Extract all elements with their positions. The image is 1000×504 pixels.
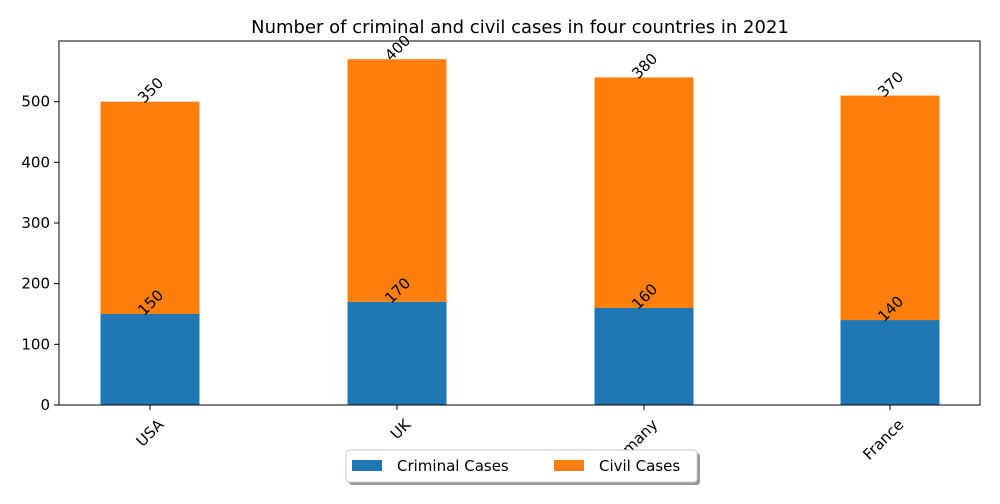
bar-civil-usa: [100, 101, 200, 315]
y-tick-label-0: 0: [40, 396, 50, 414]
plot-frame: [58, 40, 981, 406]
y-tick-label-500: 500: [21, 93, 50, 111]
bar-criminal-uk: [347, 301, 447, 405]
legend-swatch-criminal: [352, 460, 382, 471]
legend-swatch-civil: [554, 460, 584, 471]
x-tick-label-usa: USA: [133, 415, 168, 450]
legend-label-criminal: Criminal Cases: [397, 457, 509, 475]
y-tick-label-400: 400: [21, 153, 50, 171]
y-tick-label-300: 300: [21, 214, 50, 232]
y-tick-label-100: 100: [21, 335, 50, 353]
legend-label-civil: Civil Cases: [599, 457, 680, 475]
bar-criminal-france: [840, 320, 940, 405]
x-tick-label-france: France: [859, 416, 907, 464]
bars-group: [100, 59, 940, 405]
bar-civil-uk: [347, 59, 447, 302]
bar-civil-germany: [594, 77, 694, 308]
bar-criminal-usa: [100, 314, 200, 405]
bar-criminal-germany: [594, 307, 694, 405]
legend-box: [345, 449, 698, 483]
bar-civil-france: [840, 95, 940, 321]
x-tick-label-uk: UK: [387, 415, 415, 443]
legend: Criminal Cases Civil Cases: [345, 449, 700, 485]
y-axis: 0 100 200 300 400 500: [21, 93, 59, 414]
chart-title: Number of criminal and civil cases in fo…: [251, 17, 789, 38]
y-tick-label-200: 200: [21, 275, 50, 293]
